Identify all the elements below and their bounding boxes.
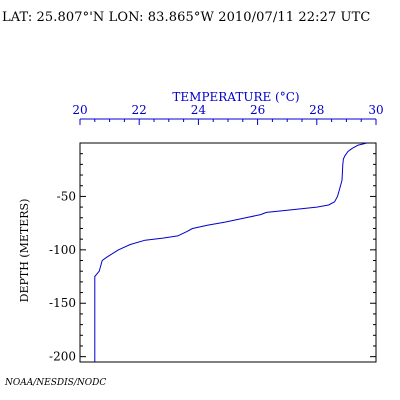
temperature-tick-label: 30 [368,103,383,117]
profile-location-header: LAT: 25.807°'N LON: 83.865°W 2010/07/11 … [2,10,371,25]
temperature-ticks: 20 22 24 26 28 30 [72,103,384,125]
depth-ticks: -50 -100 -150 -200 [49,142,86,364]
temperature-axis-label: TEMPERATURE (°C) [172,90,299,104]
depth-tick-label: -150 [49,296,76,310]
temperature-profile [94,142,368,362]
temperature-tick-label: 20 [72,103,87,117]
depth-tick-label: -200 [49,350,76,364]
temperature-tick-label: 28 [309,103,324,117]
depth-ticks-right [370,142,376,358]
depth-tick-label: -50 [57,189,76,203]
depth-axis-label: DEPTH (METERS) [18,199,31,303]
plot-frame [79,142,377,363]
temperature-tick-label: 22 [132,103,147,117]
data-source-credit: NOAA/NESDIS/NODC [5,378,107,388]
temperature-profile-line [94,142,368,362]
depth-tick-label: -100 [49,243,76,257]
temperature-tick-label: 24 [191,103,207,117]
temperature-tick-label: 26 [250,103,265,117]
